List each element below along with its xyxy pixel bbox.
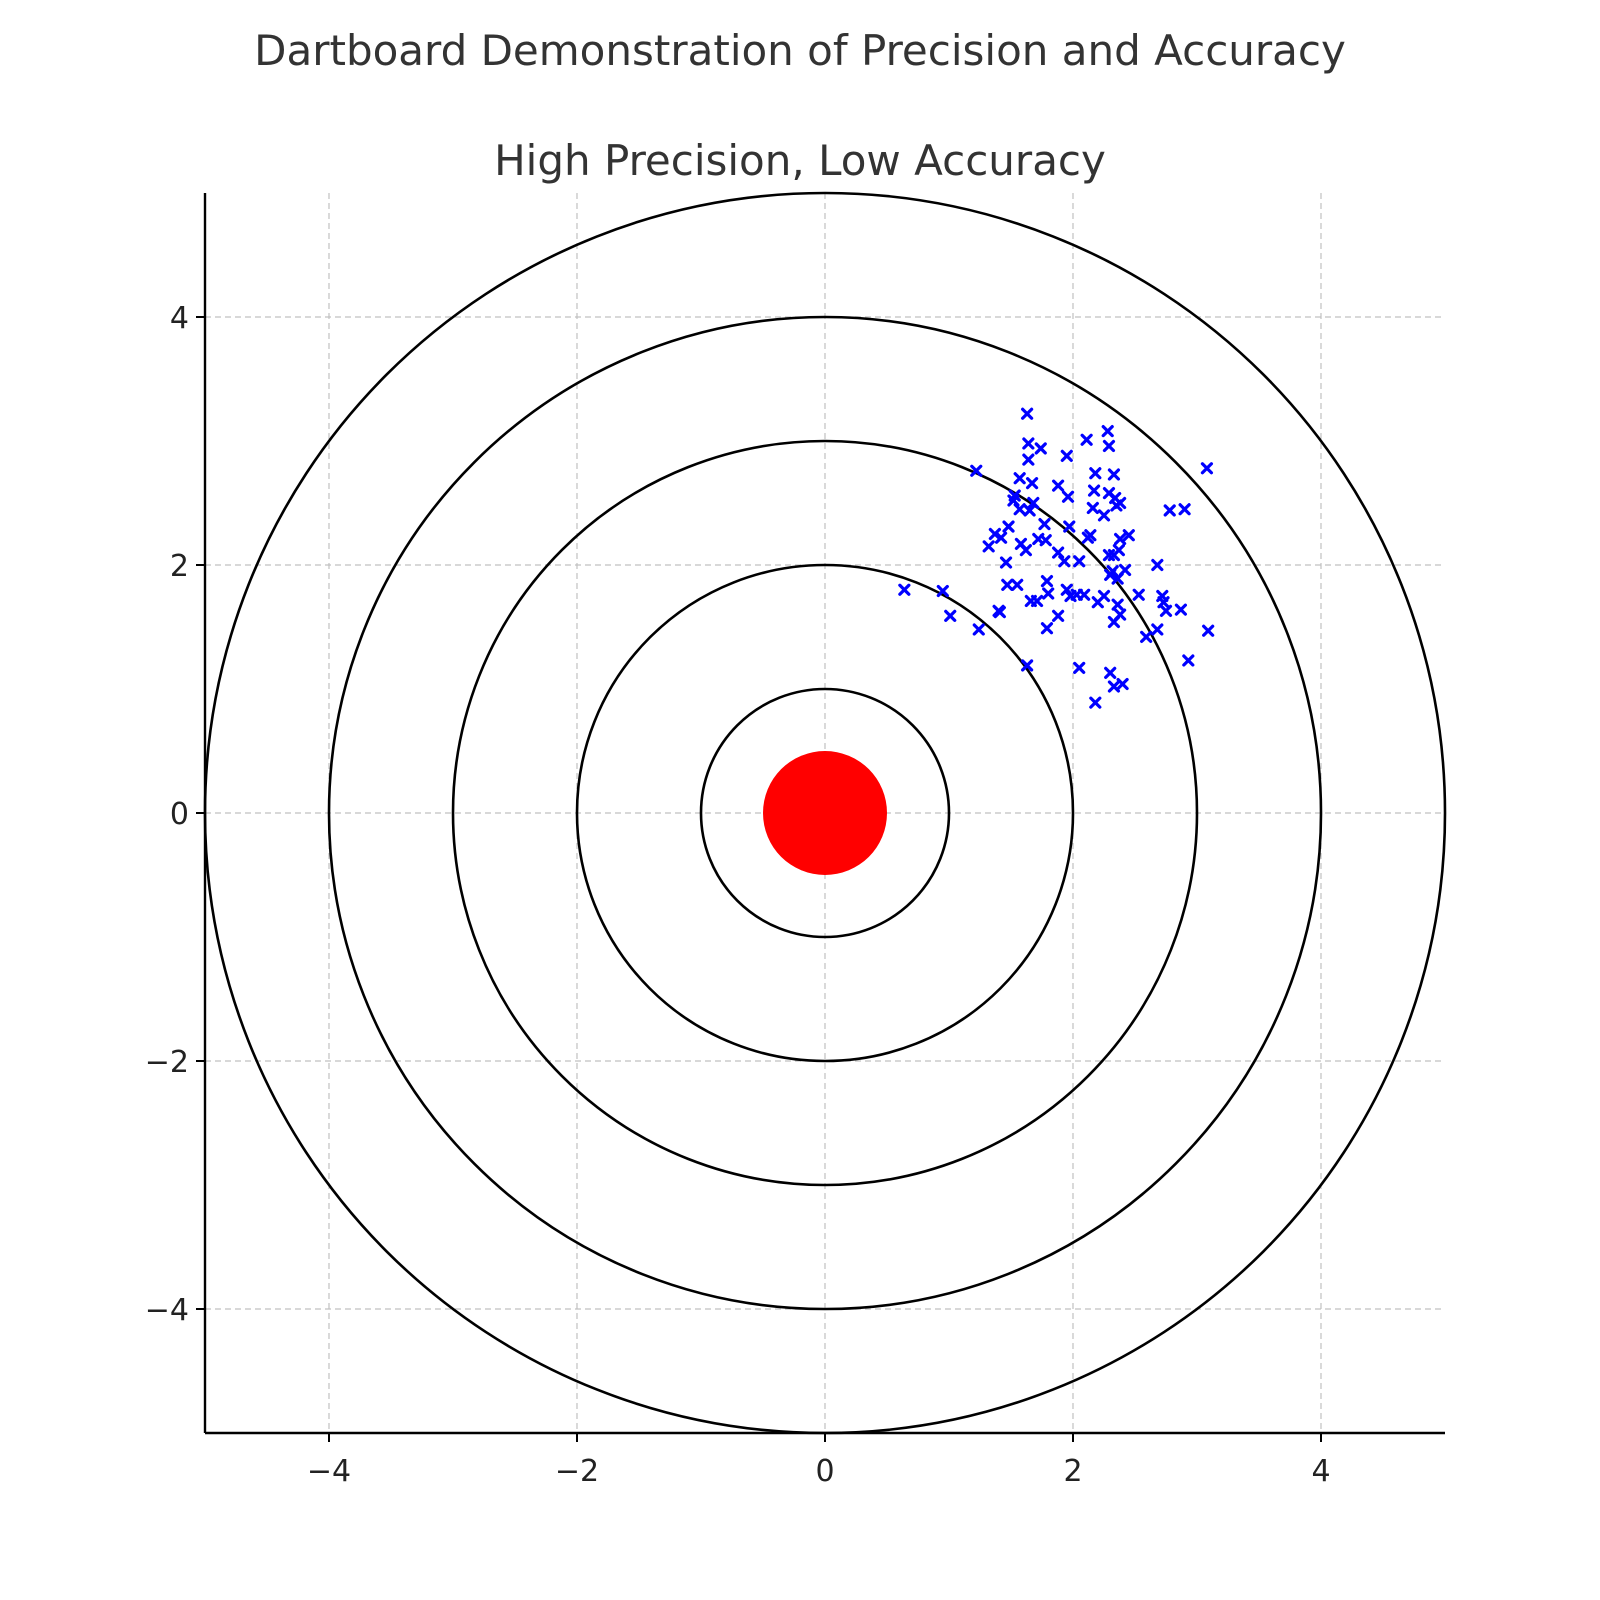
y-tick-label-0: −4 [145, 1293, 189, 1328]
dart-point-4 [1025, 477, 1039, 490]
dart-point-72 [1097, 589, 1111, 603]
dart-point-49 [1086, 501, 1099, 515]
dart-point-85 [1174, 603, 1187, 616]
dart-point-14 [994, 531, 1008, 544]
dart-point-42 [1052, 546, 1065, 559]
dart-point-47 [1089, 467, 1102, 480]
ring-4 [327, 315, 1323, 1311]
dart-point-31 [1024, 594, 1037, 608]
dart-point-48 [1087, 484, 1101, 497]
axes [196, 193, 1445, 1442]
dart-point-84 [1178, 503, 1191, 516]
dart-point-91 [1104, 666, 1117, 679]
tick-labels: −4 −2 0 2 4 −4 −2 0 2 4 [145, 301, 1331, 1489]
dart-point-32 [1040, 575, 1054, 588]
ring-1 [699, 687, 951, 939]
dart-point-20 [1038, 517, 1051, 531]
x-tick-label-3: 2 [1063, 1454, 1082, 1489]
ring-2 [575, 563, 1075, 1063]
dart-point-77 [1140, 630, 1153, 644]
dart-point-70 [1078, 588, 1091, 601]
y-tick-label-2: 0 [170, 797, 189, 832]
dart-point-75 [1107, 615, 1121, 629]
dart-point-39 [1052, 479, 1065, 492]
dart-point-22 [1001, 578, 1014, 591]
dart-point-27 [936, 584, 949, 598]
dart-point-2 [1022, 453, 1035, 466]
dart-point-59 [1114, 532, 1127, 546]
dart-point-29 [972, 623, 985, 636]
dart-point-64 [1104, 568, 1117, 582]
dart-point-3 [1034, 442, 1047, 455]
chart-title: High Precision, Low Accuracy [494, 136, 1106, 185]
dart-point-50 [1097, 509, 1111, 522]
dart-point-88 [1202, 624, 1215, 637]
dart-point-52 [1102, 439, 1116, 453]
dart-point-90 [1089, 696, 1102, 709]
dart-point-83 [1163, 504, 1176, 517]
dart-point-93 [1116, 677, 1129, 691]
dart-point-38 [1061, 490, 1075, 503]
dart-point-41 [1063, 520, 1076, 533]
dart-point-51 [1101, 424, 1114, 438]
dart-point-34 [1040, 622, 1054, 635]
bullseye [763, 751, 887, 875]
dart-markers [898, 407, 1215, 709]
dart-point-1 [1022, 437, 1035, 450]
x-tick-label-2: 0 [815, 1454, 834, 1489]
dart-point-28 [944, 609, 957, 622]
dart-point-43 [1058, 555, 1071, 568]
figure-suptitle: Dartboard Demonstration of Precision and… [254, 26, 1346, 75]
dart-point-5 [1013, 472, 1026, 485]
dart-point-11 [1007, 494, 1020, 507]
dart-point-21 [999, 556, 1013, 569]
dart-point-25 [993, 606, 1006, 619]
dart-point-8 [1013, 503, 1026, 516]
x-tick-label-1: −2 [555, 1454, 599, 1489]
dart-point-12 [1002, 520, 1015, 533]
dart-point-66 [1111, 572, 1124, 585]
dart-point-58 [1122, 529, 1135, 542]
dart-point-35 [1052, 609, 1065, 622]
dart-point-87 [1200, 462, 1214, 475]
y-tick-label-4: 4 [170, 301, 189, 336]
dart-point-78 [1151, 623, 1164, 636]
dart-point-76 [1132, 588, 1145, 601]
dart-point-62 [1107, 548, 1121, 562]
dart-point-33 [1042, 587, 1055, 600]
dart-point-0 [1021, 407, 1034, 420]
dart-point-67 [1060, 583, 1073, 596]
y-tick-label-1: −2 [145, 1045, 189, 1080]
dart-point-57 [1110, 499, 1123, 512]
dart-point-36 [1021, 659, 1034, 672]
dart-point-73 [1111, 598, 1124, 611]
dart-point-6 [970, 464, 983, 477]
dart-point-17 [1019, 544, 1032, 557]
bullseye-layer [763, 751, 887, 875]
x-tick-label-0: −4 [307, 1454, 351, 1489]
dart-point-54 [1107, 468, 1121, 481]
ring-3 [451, 439, 1199, 1187]
dart-point-79 [1151, 558, 1164, 572]
x-tick-label-4: 4 [1311, 1454, 1330, 1489]
dart-point-10 [1023, 504, 1036, 517]
dart-point-82 [1159, 604, 1173, 617]
dart-point-46 [1084, 529, 1097, 542]
y-tick-label-3: 2 [170, 549, 189, 584]
dart-point-13 [988, 527, 1001, 541]
dart-point-23 [1011, 578, 1024, 591]
dart-point-86 [1182, 654, 1195, 667]
dart-point-44 [1073, 555, 1086, 568]
dart-point-89 [1073, 661, 1086, 675]
dart-point-15 [982, 540, 995, 553]
dart-point-9 [1027, 496, 1040, 510]
dart-point-40 [1080, 433, 1093, 446]
dart-point-26 [898, 583, 911, 596]
dart-point-37 [1060, 449, 1073, 462]
dart-point-19 [1039, 534, 1052, 547]
